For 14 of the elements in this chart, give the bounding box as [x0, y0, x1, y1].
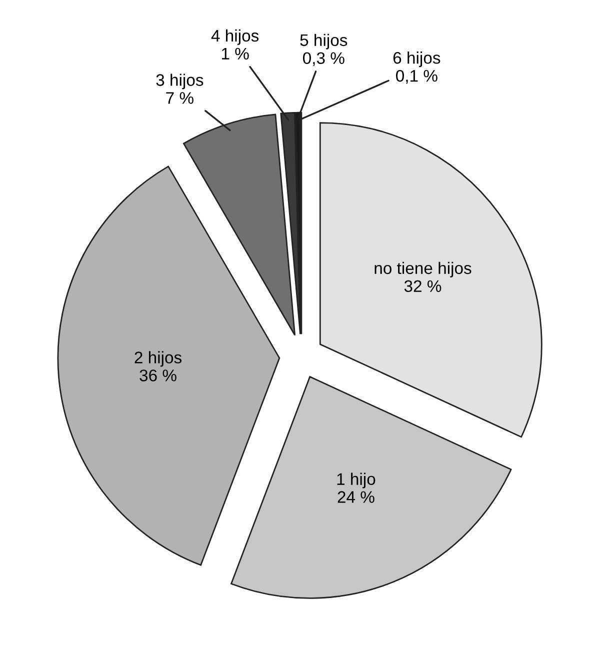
slice-label: 3 hijos	[156, 74, 204, 90]
slice-label: 6 hijos	[393, 52, 440, 68]
slice-label: 2 hijos	[134, 351, 182, 367]
data-label: 24 %	[338, 491, 374, 503]
slice-label: 1 hijo	[337, 472, 376, 488]
data-label: 0,3 %	[302, 52, 344, 66]
data-label: 32 %	[404, 280, 442, 292]
slice-label: no tiene hijos	[374, 262, 472, 278]
slice-label: 5 hijos	[300, 34, 348, 50]
data-label: 7 %	[166, 92, 194, 104]
data-label: 36 %	[140, 370, 176, 382]
data-label: 0,1 %	[396, 70, 438, 84]
slice-label: 4 hijos	[211, 29, 259, 45]
data-label: 1 %	[222, 48, 249, 60]
